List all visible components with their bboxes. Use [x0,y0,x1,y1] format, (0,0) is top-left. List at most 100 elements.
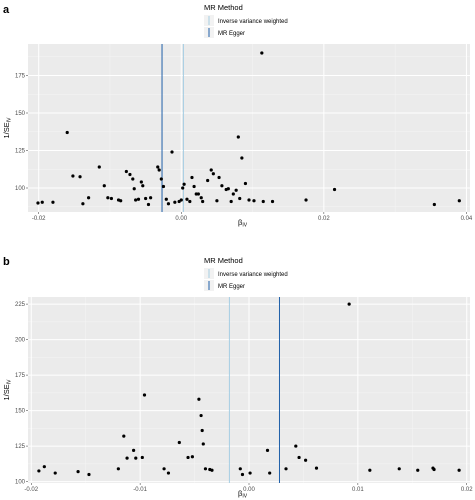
data-point [457,199,461,203]
data-point [149,196,153,200]
data-point [294,444,298,448]
y-tick-label: 150 [15,111,26,117]
y-tick-label: 125 [15,149,26,155]
data-point [177,440,181,445]
chart-panel-b: b MR Method Inverse variance weighted MR Eg… [2,256,473,500]
data-point [236,135,240,139]
y-axis-title: 1/SEIV [2,379,13,401]
y-axis-title: 1/SEIV [2,117,13,139]
data-point [416,468,420,472]
data-point [240,472,245,477]
data-point [190,175,194,180]
legend-entry-label: Inverse variance weighted [218,19,288,25]
data-point [87,472,91,477]
data-point [157,168,161,172]
data-point [144,196,148,201]
data-point [201,199,205,204]
data-point [197,397,201,401]
data-point [270,199,275,204]
y-tick-label: 225 [15,302,26,308]
y-tick-label: 175 [15,74,26,80]
data-point [161,184,166,189]
data-point [106,196,110,200]
data-point [164,197,168,201]
data-point [170,150,174,154]
y-tick-label: 200 [15,338,26,344]
panel-label: b [3,256,10,268]
x-axis-title-subscript: IV [242,494,247,500]
legend-entry-label: Inverse variance weighted [218,272,288,278]
data-point [162,467,166,471]
data-point [188,199,192,204]
data-point [134,198,138,202]
data-point [201,442,205,446]
data-point [146,202,151,207]
data-point [217,175,221,180]
data-point [71,174,75,178]
x-tick-label: 0.02 [461,487,473,493]
data-point [190,455,194,459]
data-point [37,469,41,473]
data-point [53,471,57,475]
data-point [185,197,189,201]
data-point [457,468,461,472]
data-point [124,169,128,174]
data-point [368,468,372,472]
y-tick-label: 125 [15,444,26,450]
data-point [125,456,129,460]
data-point [252,199,256,203]
legend-entry-label: MR Egger [218,284,245,290]
data-point [397,467,401,471]
data-point [76,470,80,474]
data-point [139,180,143,184]
data-point [136,197,141,201]
data-point [166,471,171,475]
data-point [122,434,126,438]
data-point [268,471,272,475]
data-point [332,187,337,192]
data-point [231,192,235,196]
data-point [234,188,238,192]
data-point [238,196,242,201]
data-point [203,467,208,471]
data-point [304,198,308,202]
data-point [215,199,219,203]
x-tick-label: 0.01 [352,487,364,493]
data-point [132,187,136,191]
data-point [314,466,319,470]
panel-label: a [3,4,10,16]
data-point [304,458,308,462]
data-point [132,448,136,452]
data-point [65,130,69,135]
y-tick-label: 175 [15,373,26,379]
data-point [432,467,436,472]
data-point [210,468,214,472]
data-point [220,184,224,188]
legend-entry-label: MR Egger [218,31,245,37]
data-point [284,467,288,471]
data-point [199,413,203,418]
x-tick-label: 0.02 [318,216,330,222]
data-point [131,177,135,181]
y-axis-title-subscript: IV [7,379,13,384]
data-point [119,199,123,203]
x-axis-title: βIV [238,489,248,500]
data-point [134,456,138,460]
y-tick-label: 150 [15,409,26,415]
data-point [261,199,265,204]
data-point [226,187,230,191]
data-point [156,165,160,169]
y-tick-label: 100 [15,480,26,486]
data-point [238,467,242,471]
x-tick-label: 0.00 [175,216,187,222]
data-point [42,465,46,469]
legend-title: MR Method [204,3,243,12]
data-point [109,196,114,201]
data-point [229,199,233,204]
data-point [297,455,301,460]
data-point [186,455,190,460]
data-point [240,156,244,160]
plot-background [28,44,470,212]
data-point [200,428,204,433]
